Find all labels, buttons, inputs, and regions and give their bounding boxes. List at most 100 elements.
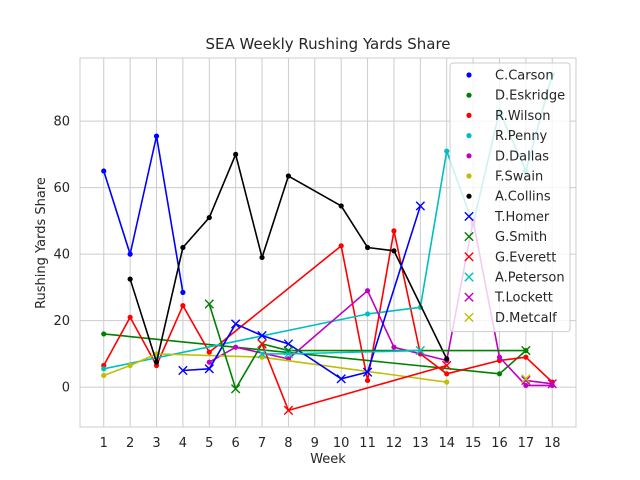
data-point-a-collins [364,244,371,251]
x-tick-label: 12 [386,436,403,451]
x-tick-label: 3 [152,436,160,451]
series-g-everett [257,339,452,416]
y-tick-label: 20 [53,314,70,329]
data-point-a-peterson [415,345,426,356]
data-point-f-swain [127,362,133,369]
data-point-f-swain [101,372,107,379]
y-tick-label: 80 [53,115,70,130]
legend-label-d-eskridge: D.Eskridge [495,89,565,104]
series-c-carson [101,133,186,295]
data-point-r-wilson [523,354,529,360]
legend-marker-c-carson [466,72,472,78]
legend-label-g-smith: G.Smith [495,230,547,245]
data-point-r-wilson [444,371,450,377]
chart-title: SEA Weekly Rushing Yards Share [205,35,450,53]
legend-label-d-metcalf: D.Metcalf [495,311,557,326]
data-point-t-homer [257,330,267,341]
data-point-c-carson [153,133,160,139]
data-point-r-wilson [364,377,371,384]
data-point-a-collins [338,203,344,209]
legend-label-r-penny: R.Penny [495,129,548,144]
data-point-r-wilson [338,243,344,249]
x-tick-label: 13 [412,436,429,451]
x-tick-label: 7 [258,436,266,451]
y-tick-label: 0 [62,381,70,396]
y-tick-label: 60 [53,181,70,196]
data-point-r-wilson [127,314,133,320]
data-point-t-homer [204,364,214,374]
legend-marker-g-everett [464,252,474,262]
data-point-a-collins [180,244,186,251]
series-a-collins [127,151,450,365]
series-d-metcalf [521,374,531,384]
data-point-d-eskridge [101,331,107,337]
x-tick-label: 10 [333,436,350,451]
x-tick-label: 5 [205,436,213,451]
data-point-r-wilson [391,228,397,234]
data-point-a-collins [127,276,133,282]
legend-label-t-lockett: T.Lockett [494,291,553,306]
data-point-a-collins [153,359,160,365]
series-f-swain [101,351,450,385]
series-line-c-carson [102,135,184,293]
legend-label-c-carson: C.Carson [495,69,554,84]
data-point-f-swain [444,379,450,385]
x-tick-label: 18 [544,436,561,451]
data-point-d-eskridge [496,371,503,377]
legend-marker-a-collins [466,193,472,199]
data-point-r-wilson [180,303,186,309]
data-point-g-smith [521,345,531,356]
legend-marker-r-penny [466,133,472,139]
x-tick-label: 8 [284,436,292,451]
data-point-a-collins [285,173,292,179]
x-tick-label: 2 [126,436,134,451]
legend-marker-g-smith [464,231,474,242]
x-tick-label: 9 [311,436,319,451]
data-point-a-peterson [257,349,267,359]
legend-marker-d-metcalf [464,312,474,323]
data-point-d-dallas [523,382,529,389]
data-point-t-homer [415,201,426,211]
data-point-a-collins [444,356,450,362]
legend-label-t-homer: T.Homer [494,210,550,225]
data-point-d-dallas [206,359,212,365]
data-point-d-dallas [233,344,239,350]
legend-label-g-everett: G.Everett [495,250,556,265]
legend-marker-f-swain [466,173,472,179]
data-point-r-penny [364,311,371,317]
data-point-t-lockett [547,379,557,389]
data-point-c-carson [101,168,107,174]
x-tick-label: 11 [359,436,376,451]
data-point-t-homer [336,374,346,384]
data-point-g-smith [230,384,241,394]
legend-label-a-collins: A.Collins [495,190,551,205]
data-point-d-metcalf [521,374,531,384]
x-axis-label: Week [310,452,346,467]
data-point-t-lockett [521,375,531,386]
legend-label-f-swain: F.Swain [495,170,543,185]
data-point-a-collins [259,254,265,261]
legend-marker-d-eskridge [466,92,472,98]
data-point-c-carson [180,289,186,295]
legend: C.Carson D.Eskridge R.Wilson R.Penny D.Dalla… [449,62,571,333]
legend-label-r-wilson: R.Wilson [495,109,550,124]
data-point-a-collins [233,151,239,158]
x-tick-label: 14 [438,436,455,451]
data-point-r-wilson [206,349,212,355]
series-t-homer [178,201,426,384]
series-t-lockett [521,375,557,389]
y-axis-label: Rushing Yards Share [34,177,49,309]
data-point-g-everett [257,339,267,349]
legend-marker-t-homer [464,211,474,222]
data-point-r-penny [444,148,450,154]
data-point-c-carson [127,251,133,257]
data-point-a-peterson [283,349,294,359]
x-tick-label: 6 [232,436,240,451]
data-point-t-homer [230,319,241,329]
data-point-d-dallas [391,344,397,350]
legend-label-a-peterson: A.Peterson [495,271,565,286]
series-line-t-homer [182,205,422,380]
